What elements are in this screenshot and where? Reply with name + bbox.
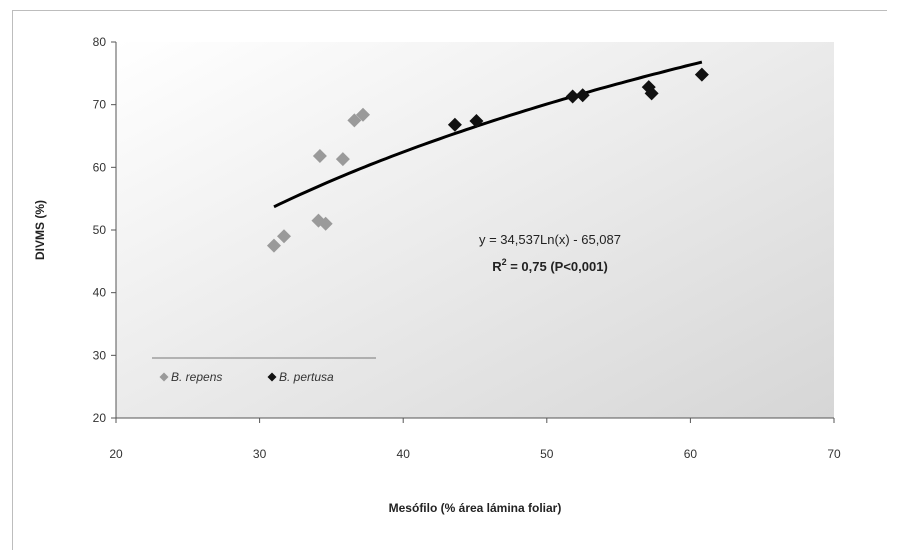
y-tick-label: 20 — [93, 411, 107, 425]
legend-marker-repens — [159, 372, 169, 382]
x-tick-label: 70 — [827, 447, 841, 461]
x-tick-label: 20 — [109, 447, 123, 461]
data-point-pertusa — [644, 86, 659, 101]
y-tick-label: 30 — [93, 348, 107, 362]
data-point-pertusa — [565, 89, 580, 104]
legend-label-repens: B. repens — [171, 370, 222, 384]
x-tick-label: 50 — [540, 447, 554, 461]
x-tick-label: 40 — [397, 447, 411, 461]
y-axis-label: DIVMS (%) — [33, 200, 47, 260]
trendline — [273, 60, 703, 209]
trendline-equation: y = 34,537Ln(x) - 65,087 — [479, 232, 621, 247]
plot-area — [116, 42, 834, 418]
data-point-repens — [318, 216, 333, 231]
chart-frame — [12, 10, 887, 550]
data-point-pertusa — [694, 67, 709, 82]
x-axis-label: Mesófilo (% área lámina foliar) — [389, 501, 562, 515]
r2-base: R — [492, 259, 502, 274]
data-point-repens — [335, 152, 350, 167]
r2-rest: = 0,75 (P<0,001) — [507, 259, 608, 274]
y-tick-label: 50 — [93, 223, 107, 237]
tick-labels: 20 30 40 50 60 70 80 20 30 40 50 60 70 — [93, 35, 841, 461]
legend: B. repens B. pertusa — [152, 357, 376, 384]
legend-marker-pertusa — [267, 372, 277, 382]
y-tick-label: 70 — [93, 98, 107, 112]
y-tick-label: 60 — [93, 160, 107, 174]
r-squared-label: R2 = 0,75 (P<0,001) — [492, 257, 608, 274]
axes — [111, 41, 835, 423]
data-point-pertusa — [469, 113, 484, 128]
data-points — [266, 67, 709, 253]
data-point-pertusa — [575, 88, 590, 103]
x-tick-label: 60 — [684, 447, 698, 461]
data-point-repens — [347, 113, 362, 128]
y-tick-label: 40 — [93, 286, 107, 300]
y-tick-label: 80 — [93, 35, 107, 49]
data-point-repens — [312, 149, 327, 164]
data-point-pertusa — [447, 117, 462, 132]
data-point-repens — [266, 238, 281, 253]
r2-superscript: 2 — [502, 257, 507, 267]
x-tick-label: 30 — [253, 447, 267, 461]
legend-label-pertusa: B. pertusa — [279, 370, 334, 384]
data-point-repens — [277, 229, 292, 244]
data-point-repens — [355, 107, 370, 122]
